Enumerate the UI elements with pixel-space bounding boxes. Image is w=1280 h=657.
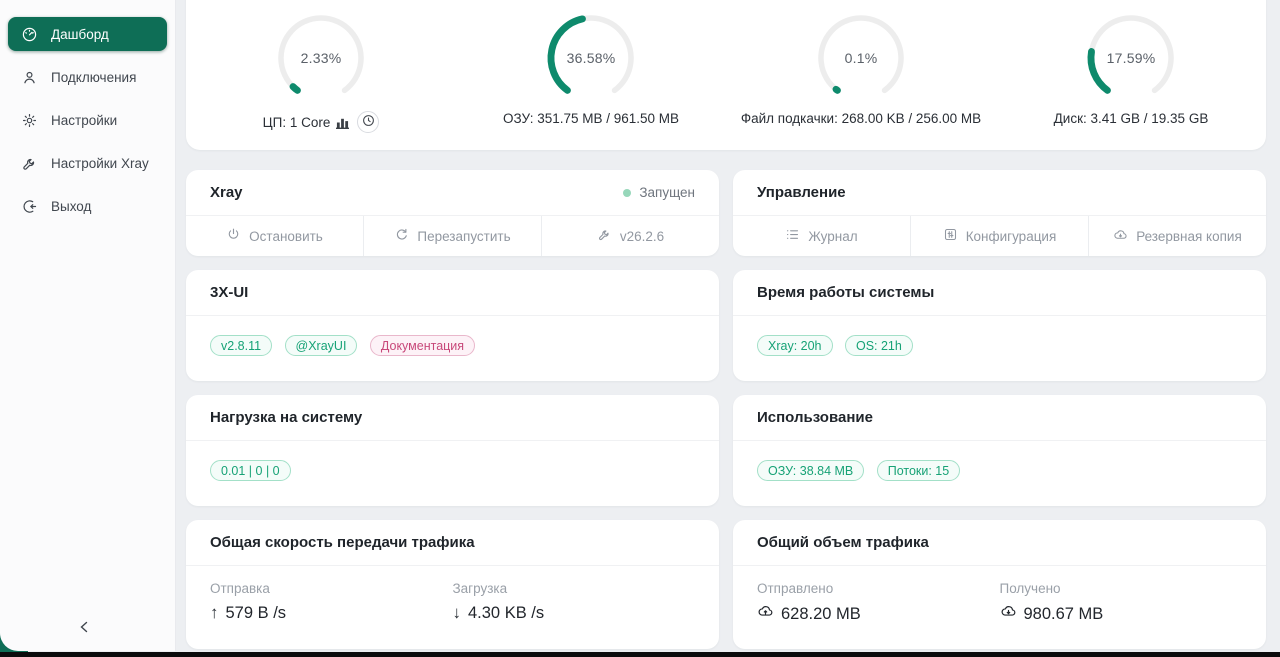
cpu-percent: 2.33% [300, 50, 342, 66]
clock-icon [362, 114, 375, 130]
stop-xray-button[interactable]: Остановить [186, 216, 363, 256]
cpu-label: ЦП: 1 Core [262, 114, 331, 130]
traffic-speed-title: Общая скорость передачи трафика [210, 534, 475, 551]
disk-percent: 17.59% [1106, 50, 1156, 66]
sidebar-collapse-button[interactable] [72, 617, 96, 641]
upload-speed-label: Отправка [210, 581, 270, 596]
received-volume-label: Получено [999, 581, 1061, 596]
usage-card: Использование ОЗУ: 38.84 MB Потоки: 15 [733, 395, 1266, 506]
sent-volume-value: 628.20 MB [781, 604, 861, 623]
xui-docs-badge[interactable]: Документация [369, 335, 476, 356]
ram-percent: 36.58% [566, 50, 616, 66]
sidebar-item-connections[interactable]: Подключения [8, 60, 167, 94]
xui-card-title: 3X-UI [210, 284, 249, 301]
uptime-card-title: Время работы системы [757, 284, 935, 301]
xray-card: Xray Запущен Остановить [186, 170, 719, 256]
xray-version-label: v26.2.6 [619, 228, 665, 244]
wrench-icon [21, 155, 38, 172]
sidebar-item-settings[interactable]: Настройки [8, 103, 167, 137]
xray-status-badge: Запущен [623, 185, 695, 200]
cpu-history-button[interactable] [357, 111, 380, 133]
journal-label: Журнал [808, 228, 858, 244]
journal-button[interactable]: Журнал [733, 216, 910, 256]
os-uptime-badge: OS: 21h [844, 335, 913, 356]
sidebar-item-label: Дашборд [51, 26, 109, 42]
sidebar-item-dashboard[interactable]: Дашборд [8, 17, 167, 51]
restart-xray-label: Перезапустить [417, 228, 511, 244]
system-stats-card: 2.33% ЦП: 1 Core [186, 0, 1266, 150]
sidebar: Дашборд Подключения Настройки Настройки … [0, 0, 176, 651]
cloud-backup-icon [1113, 227, 1128, 245]
sidebar-item-label: Настройки [51, 112, 118, 128]
upload-speed-value: 579 B /s [225, 603, 287, 622]
bottom-bar [0, 652, 1280, 657]
backup-label: Резервная копия [1136, 228, 1242, 244]
management-card-title: Управление [757, 184, 846, 201]
arrow-down-icon: ↓ [452, 603, 462, 622]
chevron-left-icon [78, 620, 90, 639]
ram-usage-badge: ОЗУ: 38.84 MB [757, 460, 865, 481]
sent-volume-label: Отправлено [757, 581, 834, 596]
xray-uptime-badge: Xray: 20h [757, 335, 833, 356]
system-load-title: Нагрузка на систему [210, 409, 363, 426]
xui-telegram-badge[interactable]: @XrayUI [284, 335, 358, 356]
stop-xray-label: Остановить [249, 228, 323, 244]
xui-version-badge[interactable]: v2.8.11 [210, 335, 273, 356]
disk-label: Диск: 3.41 GB / 19.35 GB [1053, 111, 1209, 126]
received-volume-metric: Получено 980.67 MB [1000, 581, 1243, 625]
threads-badge: Потоки: 15 [876, 460, 961, 481]
uptime-card: Время работы системы Xray: 20h OS: 21h [733, 270, 1266, 381]
xray-status-text: Запущен [639, 185, 695, 200]
received-volume-value: 980.67 MB [1023, 604, 1104, 623]
backup-button[interactable]: Резервная копия [1088, 216, 1266, 256]
xray-card-title: Xray [210, 184, 243, 201]
sidebar-item-label: Выход [51, 198, 92, 214]
dashboard-icon [21, 26, 38, 43]
disk-gauge: 17.59% Диск: 3.41 GB / 19.35 GB [996, 12, 1266, 150]
usage-card-title: Использование [757, 409, 873, 426]
management-card: Управление Журнал [733, 170, 1266, 256]
load-average-badge: 0.01 | 0 | 0 [210, 460, 291, 481]
chart-icon [336, 116, 351, 129]
download-speed-value: 4.30 KB /s [468, 603, 545, 622]
xray-version-button[interactable]: v26.2.6 [541, 216, 719, 256]
user-icon [21, 69, 38, 86]
cloud-download-icon [1000, 603, 1017, 625]
config-icon [943, 227, 958, 245]
ram-label: ОЗУ: 351.75 MB / 961.50 MB [502, 111, 680, 126]
sent-volume-metric: Отправлено 628.20 MB [757, 581, 1000, 625]
swap-percent: 0.1% [844, 50, 878, 66]
traffic-volume-title: Общий объем трафика [757, 534, 929, 551]
journal-icon [785, 227, 800, 245]
main-content: 2.33% ЦП: 1 Core [186, 0, 1266, 649]
configuration-button[interactable]: Конфигурация [910, 216, 1088, 256]
swap-gauge: 0.1% Файл подкачки: 268.00 KB / 256.00 M… [726, 12, 996, 150]
system-load-card: Нагрузка на систему 0.01 | 0 | 0 [186, 395, 719, 506]
sidebar-item-label: Настройки Xray [51, 155, 149, 171]
wrench-icon [597, 227, 612, 245]
sidebar-item-label: Подключения [51, 69, 137, 85]
logout-icon [21, 198, 38, 215]
upload-speed-metric: Отправка ↑ 579 B /s [210, 581, 453, 623]
ram-gauge: 36.58% ОЗУ: 351.75 MB / 961.50 MB [456, 12, 726, 150]
sidebar-item-logout[interactable]: Выход [8, 189, 167, 223]
swap-label: Файл подкачки: 268.00 KB / 256.00 MB [740, 111, 982, 126]
power-icon [226, 227, 241, 245]
restart-xray-button[interactable]: Перезапустить [363, 216, 541, 256]
xui-card: 3X-UI v2.8.11 @XrayUI Документация [186, 270, 719, 381]
traffic-volume-card: Общий объем трафика Отправлено 628.20 MB [733, 520, 1266, 649]
status-dot-icon [623, 188, 632, 197]
restart-icon [394, 227, 409, 245]
download-speed-metric: Загрузка ↓ 4.30 KB /s [453, 581, 696, 623]
configuration-label: Конфигурация [965, 228, 1057, 244]
arrow-up-icon: ↑ [210, 603, 219, 622]
traffic-speed-card: Общая скорость передачи трафика Отправка… [186, 520, 719, 649]
gear-icon [21, 112, 38, 129]
cloud-upload-icon [757, 603, 774, 625]
cpu-gauge: 2.33% ЦП: 1 Core [186, 12, 456, 150]
download-speed-label: Загрузка [452, 581, 508, 596]
sidebar-item-xray-settings[interactable]: Настройки Xray [8, 146, 167, 180]
